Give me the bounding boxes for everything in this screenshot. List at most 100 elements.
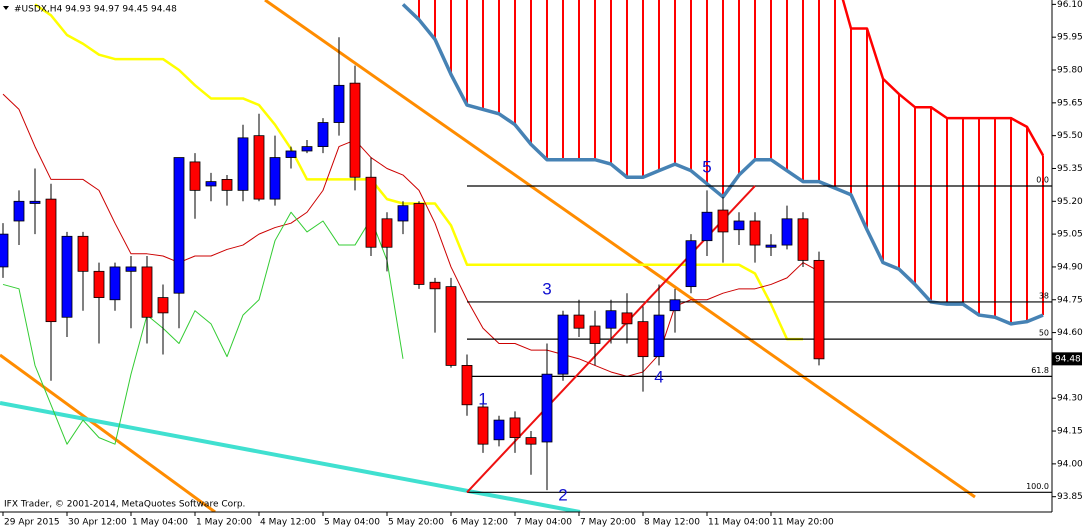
y-tick-label: 95.95 bbox=[1057, 33, 1083, 43]
candle-body bbox=[445, 286, 457, 366]
candle-body bbox=[317, 122, 329, 147]
candle-body bbox=[221, 179, 233, 191]
trend-line bbox=[264, 0, 976, 499]
candle-body bbox=[45, 198, 57, 323]
candle-body bbox=[397, 205, 409, 222]
candle-body bbox=[173, 157, 185, 294]
x-tick-label: 7 May 20:00 bbox=[580, 518, 636, 528]
trend-line bbox=[0, 401, 581, 512]
candle-body bbox=[205, 181, 217, 187]
candle-body bbox=[301, 146, 313, 152]
candle-body bbox=[77, 235, 89, 272]
candle-body bbox=[653, 314, 665, 358]
candle-body bbox=[285, 150, 297, 158]
candle-body bbox=[461, 365, 473, 406]
candle-body bbox=[125, 266, 137, 272]
candle-body bbox=[605, 310, 617, 329]
price-box bbox=[1052, 352, 1082, 366]
copyright: IFX Trader, © 2001-2014, MetaQuotes Soft… bbox=[4, 500, 245, 510]
x-tick-label: 7 May 04:00 bbox=[516, 518, 572, 528]
indicator-line bbox=[2, 93, 820, 377]
x-tick-label: 4 May 12:00 bbox=[260, 518, 316, 528]
candle-body bbox=[621, 312, 633, 325]
candle-body bbox=[413, 203, 425, 285]
x-tick-label: 1 May 20:00 bbox=[196, 518, 252, 528]
candle-body bbox=[509, 417, 521, 439]
y-tick-label: 94.90 bbox=[1057, 262, 1083, 272]
fib-label: 50 bbox=[1039, 329, 1049, 338]
y-tick-label: 95.20 bbox=[1057, 197, 1083, 207]
candle-body bbox=[93, 270, 105, 298]
fib-label: 61.8 bbox=[1031, 366, 1049, 375]
y-tick-label: 95.80 bbox=[1057, 66, 1083, 76]
candle-body bbox=[685, 240, 697, 288]
candle-body bbox=[0, 233, 9, 268]
candle-body bbox=[749, 220, 761, 246]
candle-body bbox=[573, 314, 585, 329]
candle-body bbox=[637, 321, 649, 358]
y-tick-label: 94.75 bbox=[1057, 295, 1083, 305]
indicator-line bbox=[2, 211, 404, 445]
candle-body bbox=[733, 220, 745, 231]
candle-body bbox=[781, 218, 793, 246]
candle-body bbox=[349, 82, 361, 178]
menu-icon bbox=[3, 6, 9, 10]
wave-label: 1 bbox=[478, 389, 487, 408]
chart-title: #USDX,H4 94.93 94.97 94.45 94.48 bbox=[14, 5, 177, 15]
candle-body bbox=[189, 161, 201, 191]
y-tick-label: 95.50 bbox=[1057, 131, 1083, 141]
y-tick-label: 94.30 bbox=[1057, 394, 1083, 404]
y-tick-label: 94.15 bbox=[1057, 427, 1083, 437]
candle-body bbox=[13, 200, 25, 222]
cloud-upper-line bbox=[841, 0, 1045, 156]
plot-area bbox=[0, 0, 1052, 512]
wave-label: 2 bbox=[558, 485, 567, 504]
wave-label: 5 bbox=[702, 157, 711, 176]
candle-body bbox=[477, 406, 489, 445]
price-label: 94.48 bbox=[1055, 354, 1081, 364]
y-tick-label: 94.00 bbox=[1057, 459, 1083, 469]
candle-body bbox=[717, 209, 729, 233]
y-tick-label: 96.10 bbox=[1057, 0, 1083, 10]
fib-label: 100.0 bbox=[1026, 482, 1049, 491]
y-tick-label: 95.05 bbox=[1057, 230, 1083, 240]
candle-body bbox=[333, 84, 345, 123]
candle-body bbox=[797, 218, 809, 261]
candle-body bbox=[365, 176, 377, 248]
x-tick-label: 5 May 04:00 bbox=[324, 518, 380, 528]
x-tick-label: 5 May 20:00 bbox=[388, 518, 444, 528]
candle-body bbox=[765, 244, 777, 248]
candle-body bbox=[381, 218, 393, 248]
candle-body bbox=[29, 200, 41, 204]
fib-label: 0.0 bbox=[1036, 175, 1049, 184]
x-tick-label: 30 Apr 12:00 bbox=[68, 518, 127, 528]
x-tick-label: 29 Apr 2015 bbox=[4, 518, 60, 528]
candle-body bbox=[157, 297, 169, 314]
candle-body bbox=[429, 281, 441, 290]
candle-body bbox=[109, 266, 121, 301]
x-tick-label: 1 May 04:00 bbox=[132, 518, 188, 528]
cloud-lower-line bbox=[401, 3, 1044, 326]
y-tick-label: 93.85 bbox=[1057, 492, 1083, 502]
candle-body bbox=[269, 157, 281, 200]
candle-body bbox=[813, 259, 825, 360]
y-tick-label: 95.35 bbox=[1057, 164, 1083, 174]
candle-body bbox=[589, 325, 601, 344]
candle-body bbox=[701, 211, 713, 242]
candle-body bbox=[237, 137, 249, 191]
candle-body bbox=[493, 419, 505, 441]
candle-body bbox=[253, 135, 265, 200]
x-tick-label: 6 May 12:00 bbox=[452, 518, 508, 528]
y-tick-label: 95.65 bbox=[1057, 98, 1083, 108]
candle-body bbox=[61, 235, 73, 318]
x-tick-label: 8 May 12:00 bbox=[644, 518, 700, 528]
candle-body bbox=[525, 437, 537, 445]
wave-label: 4 bbox=[654, 367, 663, 386]
candle-body bbox=[541, 373, 553, 443]
fib-label: 38 bbox=[1039, 291, 1049, 300]
candle-body bbox=[141, 266, 153, 318]
y-tick-label: 94.60 bbox=[1057, 328, 1083, 338]
wave-label: 3 bbox=[542, 279, 551, 298]
